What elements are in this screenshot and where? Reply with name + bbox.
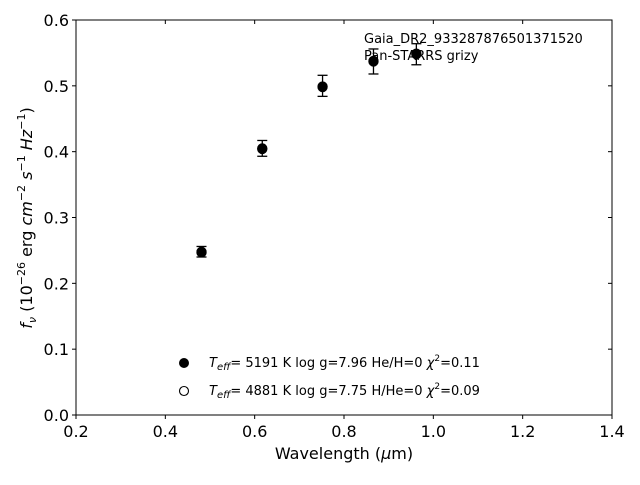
legend-1-comp: He/H=0 xyxy=(371,356,422,371)
legend-1-chi: =0.11 xyxy=(440,356,480,371)
data-point-open xyxy=(317,81,328,92)
data-point-open xyxy=(411,49,422,60)
x-tick-label: 0.2 xyxy=(63,422,88,441)
x-tick-label: 1.2 xyxy=(510,422,535,441)
legend-entry-2: Teff= 4881 K log g=7.75 H/He=0 χ2=0.09 xyxy=(209,382,480,401)
legend-1-logg: log g=7.96 xyxy=(295,356,367,371)
ticks-layer: 0.2 0.4 0.6 0.8 1.0 1.2 1.4 0.0 0.1 0.2 0.3 0.4 0.5 0… xyxy=(44,11,625,441)
y-tick-label: 0.4 xyxy=(44,143,69,162)
y-tick-label: 0.3 xyxy=(44,209,69,228)
annotation-object-name: Gaia_DR2_933287876501371520 xyxy=(364,32,583,47)
x-tick-label: 0.8 xyxy=(331,422,356,441)
y-tick-label: 0.6 xyxy=(44,11,69,30)
y-tick-label: 0.0 xyxy=(44,406,69,425)
x-axis-label: Wavelength (μm) xyxy=(275,444,413,463)
legend-2-logg: log g=7.75 xyxy=(295,384,367,399)
legend-1-teff: 5191 K xyxy=(245,356,291,371)
y-tick-label: 0.2 xyxy=(44,274,69,293)
x-tick-label: 1.0 xyxy=(421,422,446,441)
y-axis-label: fν (10−26 erg cm−2 s−1 Hz−1) xyxy=(15,107,39,328)
x-tick-label: 0.6 xyxy=(242,422,267,441)
y-tick-label: 0.1 xyxy=(44,340,69,359)
x-tick-label: 1.4 xyxy=(599,422,624,441)
plot-frame xyxy=(75,19,613,416)
x-tick-label: 0.4 xyxy=(153,422,178,441)
annotation-photometry: Pan-STARRS grizy xyxy=(364,49,479,64)
data-point-open xyxy=(257,143,268,155)
legend-2-chi: =0.09 xyxy=(440,384,480,399)
legend-entry-1: Teff= 5191 K log g=7.96 He/H=0 χ2=0.11 xyxy=(209,354,480,373)
y-tick-label: 0.5 xyxy=(44,77,69,96)
legend-2-teff: 4881 K xyxy=(245,384,291,399)
legend-marker-open-circle xyxy=(178,385,190,397)
data-layer xyxy=(196,43,422,258)
data-point-open xyxy=(196,247,207,258)
legend-2-comp: H/He=0 xyxy=(371,384,422,399)
data-point-open xyxy=(368,56,379,67)
legend-marker-filled-circle xyxy=(179,358,189,368)
legend: Teff= 5191 K log g=7.96 He/H=0 χ2=0.11 T… xyxy=(178,354,480,401)
